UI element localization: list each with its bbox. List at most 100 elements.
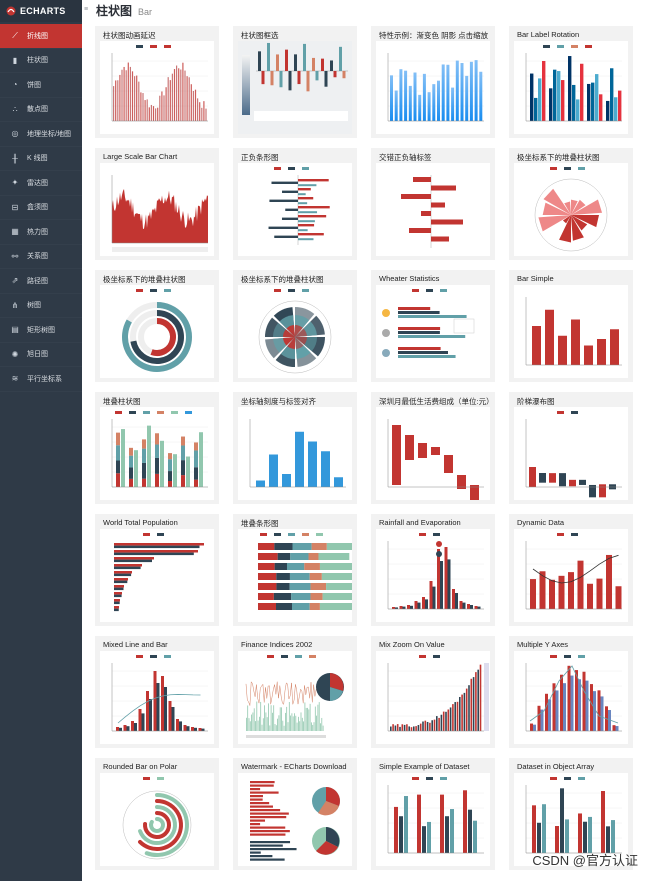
example-card-rainfall[interactable]: Rainfall and Evaporation	[371, 514, 495, 626]
sidebar-item-candlestick[interactable]: ╫ K 线图	[0, 147, 82, 171]
sidebar-item-pie-chart[interactable]: ◔ 饼图	[0, 73, 82, 98]
example-card-mixed[interactable]: Mixed Line and Bar	[95, 636, 219, 748]
example-card-title: 交错正负轴标签	[379, 153, 432, 162]
example-card-title: Simple Example of Dataset	[379, 762, 470, 771]
example-thumbnail[interactable]	[100, 163, 214, 256]
example-thumbnail[interactable]	[238, 407, 352, 500]
example-card-title: 极坐标系下的堆叠柱状图	[103, 275, 186, 284]
thumbnail-chart	[114, 533, 204, 612]
sidebar-item-label: 地理坐标/地图	[27, 130, 71, 138]
example-thumbnail[interactable]	[376, 163, 490, 256]
example-card-rounded[interactable]: Rounded Bar on Polar	[95, 758, 219, 870]
sidebar: ECHARTS ⟋ 折线图 ▮ 柱状图 ◔ 饼图 ∴ 散点图 ◎ 地理坐标/地图 ╫ K 线图 ✦ 雷达图…	[0, 0, 82, 881]
example-card-dataset[interactable]: Simple Example of Dataset	[371, 758, 495, 870]
example-card-zoom[interactable]: Mix Zoom On Value	[371, 636, 495, 748]
example-card-title: 特性示例：渐变色 阴影 点击缩放	[379, 31, 489, 40]
example-thumbnail[interactable]	[238, 773, 352, 866]
example-card-waterfall[interactable]: 深圳月最低生活费组成（单位:元）	[371, 392, 495, 504]
example-card-staggered[interactable]: 交错正负轴标签	[371, 148, 495, 260]
example-thumbnail[interactable]	[514, 529, 628, 622]
example-card-title: World Total Population	[103, 518, 178, 527]
scatter-icon: ∴	[12, 104, 18, 114]
example-card-hstack[interactable]: 堆叠条形图	[233, 514, 357, 626]
example-thumbnail[interactable]	[376, 773, 490, 866]
example-thumbnail[interactable]	[100, 407, 214, 500]
example-card-weather[interactable]: Wheater Statistics	[371, 270, 495, 382]
example-card-brush[interactable]: 柱状图框选	[233, 26, 357, 138]
sidebar-item-graph[interactable]: ⚯ 关系图	[0, 245, 82, 269]
example-card-title: 堆叠条形图	[241, 519, 279, 528]
example-thumbnail[interactable]	[238, 41, 352, 134]
example-thumbnail[interactable]	[100, 773, 214, 866]
example-card-hbar[interactable]: World Total Population	[95, 514, 219, 626]
example-thumbnail[interactable]	[376, 41, 490, 134]
example-thumbnail[interactable]	[238, 529, 352, 622]
example-card-posneg[interactable]: 正负条形图	[233, 148, 357, 260]
example-card-dynamic[interactable]: Dynamic Data	[509, 514, 633, 626]
thumbnail-chart	[525, 297, 622, 366]
example-card-multiy[interactable]: Multiple Y Axes	[509, 636, 633, 748]
sidebar-item-map[interactable]: ◎ 地理坐标/地图	[0, 122, 82, 147]
sidebar-item-lines[interactable]: ⇗ 路径图	[0, 269, 82, 294]
map-icon: ◎	[11, 129, 19, 139]
thumbnail-chart	[525, 655, 622, 732]
sidebar-item-heatmap[interactable]: ▦ 热力图	[0, 220, 82, 245]
example-card-finance[interactable]: Finance Indices 2002	[233, 636, 357, 748]
example-card-watermark[interactable]: Watermark - ECharts Download	[233, 758, 357, 870]
sidebar-item-bar-chart[interactable]: ▮ 柱状图	[0, 49, 82, 73]
example-thumbnail[interactable]	[238, 651, 352, 744]
example-thumbnail[interactable]	[514, 285, 628, 378]
example-card-title: Mixed Line and Bar	[103, 640, 168, 649]
example-thumbnail[interactable]	[514, 773, 628, 866]
sidebar-item-sunburst[interactable]: ✺ 旭日图	[0, 343, 82, 367]
sidebar-item-label: 热力图	[27, 228, 48, 236]
example-card-stacked[interactable]: 堆叠柱状图	[95, 392, 219, 504]
example-thumbnail[interactable]	[514, 407, 628, 500]
example-card-polar1[interactable]: 极坐标系下的堆叠柱状图	[509, 148, 633, 260]
pie-chart-icon: ◔	[12, 80, 18, 90]
example-thumbnail[interactable]	[100, 285, 214, 378]
example-card-polar3[interactable]: 极坐标系下的堆叠柱状图	[233, 270, 357, 382]
tree-icon: ⋔	[11, 300, 19, 310]
example-thumbnail[interactable]	[514, 651, 628, 744]
example-thumbnail[interactable]	[376, 285, 490, 378]
example-thumbnail[interactable]	[376, 407, 490, 500]
example-card-title: 堆叠柱状图	[103, 397, 141, 406]
example-thumbnail[interactable]	[100, 41, 214, 134]
bar-chart-icon: ▮	[12, 55, 18, 65]
sidebar-item-treemap[interactable]: ▤ 矩形树图	[0, 318, 82, 343]
example-card-tick[interactable]: 坐标轴刻度与标签对齐	[233, 392, 357, 504]
example-card-rotation[interactable]: Bar Label Rotation	[509, 26, 633, 138]
example-thumbnail[interactable]	[376, 651, 490, 744]
example-card-dataset2[interactable]: Dataset in Object Array	[509, 758, 633, 870]
example-card-large[interactable]: Large Scale Bar Chart	[95, 148, 219, 260]
example-thumbnail[interactable]	[238, 285, 352, 378]
example-card-title: Large Scale Bar Chart	[103, 152, 178, 161]
sidebar-item-radar[interactable]: ✦ 雷达图	[0, 171, 82, 196]
example-card-gradient[interactable]: 特性示例：渐变色 阴影 点击缩放	[371, 26, 495, 138]
example-card-polar2[interactable]: 极坐标系下的堆叠柱状图	[95, 270, 219, 382]
example-thumbnail[interactable]	[100, 529, 214, 622]
echarts-logo[interactable]: ECHARTS	[0, 0, 82, 22]
example-thumbnail[interactable]	[238, 163, 352, 256]
menu-collapse-icon[interactable]: ≡	[84, 6, 89, 13]
thumbnail-chart	[122, 289, 192, 372]
example-thumbnail[interactable]	[376, 529, 490, 622]
sidebar-item-line-chart[interactable]: ⟋ 折线图	[0, 24, 82, 49]
example-thumbnail[interactable]	[100, 651, 214, 744]
sidebar-item-label: 雷达图	[27, 179, 48, 187]
sidebar-item-boxplot[interactable]: ⊟ 盒须图	[0, 196, 82, 220]
thumbnail-chart	[387, 655, 489, 732]
radar-icon: ✦	[11, 178, 19, 188]
example-thumbnail[interactable]	[514, 163, 628, 256]
page-title: 柱状图	[96, 4, 133, 18]
example-card-stairs[interactable]: 阶梯瀑布图	[509, 392, 633, 504]
sidebar-item-parallel[interactable]: ≋ 平行坐标系	[0, 367, 82, 392]
sidebar-item-scatter[interactable]: ∴ 散点图	[0, 98, 82, 122]
thumbnail-chart	[111, 655, 208, 732]
sidebar-item-tree[interactable]: ⋔ 树图	[0, 294, 82, 318]
example-card-simple[interactable]: Bar Simple	[509, 270, 633, 382]
example-thumbnail[interactable]	[514, 41, 628, 134]
example-card-title: Watermark - ECharts Download	[241, 762, 347, 771]
example-card-bars_area[interactable]: 柱状图动画延迟	[95, 26, 219, 138]
